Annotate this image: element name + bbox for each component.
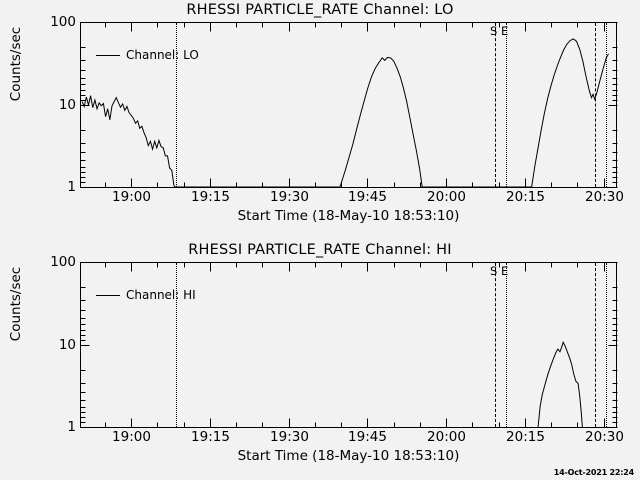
marker-dashed-start-lo bbox=[495, 23, 496, 187]
x-tick-label-2030: 20:30 bbox=[585, 189, 624, 205]
marker-label-e-lo: E bbox=[501, 24, 509, 38]
marker-dashed-2-lo bbox=[595, 23, 596, 187]
legend-label: Channel: LO bbox=[126, 48, 199, 62]
panel-channel-hi: RHESSI PARTICLE_RATE Channel: HI Counts/… bbox=[0, 240, 640, 480]
legend-channel-hi: Channel: HI bbox=[96, 288, 196, 302]
y-axis-title: Counts/sec bbox=[8, 266, 24, 342]
panel-channel-lo: RHESSI PARTICLE_RATE Channel: LO Counts/… bbox=[8, 2, 624, 224]
x-axis-title: Start Time (18-May-10 18:53:10) bbox=[237, 208, 460, 224]
x-axis-title: Start Time (18-May-10 18:53:10) bbox=[237, 448, 460, 464]
marker-dotted-2-hi bbox=[606, 263, 607, 427]
x-tick-label-2000: 20:00 bbox=[427, 189, 466, 205]
legend-label: Channel: HI bbox=[126, 288, 196, 302]
x-tick-label-1930: 19:30 bbox=[270, 189, 309, 205]
marker-dotted-1911-hi bbox=[176, 263, 177, 427]
y-tick-label-10: 10 bbox=[58, 97, 76, 113]
x-tick-label-2000: 20:00 bbox=[427, 429, 466, 445]
x-tick-label-1900: 19:00 bbox=[112, 429, 151, 445]
legend-line-swatch bbox=[96, 54, 120, 56]
marker-label-s-lo: S bbox=[490, 24, 498, 38]
y-tick-label-100: 100 bbox=[50, 254, 76, 270]
marker-label-s-hi: S bbox=[490, 264, 498, 278]
marker-dashed-2-hi bbox=[595, 263, 596, 427]
x-tick-label-1915: 19:15 bbox=[191, 189, 230, 205]
x-tick-label-2015: 20:15 bbox=[506, 189, 545, 205]
axis-ticks bbox=[80, 262, 618, 428]
marker-dotted-end-lo bbox=[506, 23, 507, 187]
page-title: RHESSI PARTICLE_RATE Channel: HI bbox=[188, 242, 452, 258]
x-tick-label-2015: 20:15 bbox=[506, 429, 545, 445]
page-title: RHESSI PARTICLE_RATE Channel: LO bbox=[186, 2, 454, 18]
x-tick-label-1945: 19:45 bbox=[348, 429, 387, 445]
y-tick-label-1: 1 bbox=[67, 419, 76, 435]
x-tick-label-1945: 19:45 bbox=[348, 189, 387, 205]
x-tick-label-2030: 20:30 bbox=[585, 429, 624, 445]
y-axis-title: Counts/sec bbox=[8, 26, 24, 102]
legend-line-swatch bbox=[96, 294, 120, 296]
render-timestamp: 14-Oct-2021 22:24 bbox=[553, 468, 634, 477]
y-tick-label-100: 100 bbox=[50, 14, 76, 30]
data-curve-hi bbox=[537, 340, 583, 427]
x-tick-label-1930: 19:30 bbox=[270, 429, 309, 445]
marker-dotted-end-hi bbox=[506, 263, 507, 427]
data-curve-lo bbox=[81, 38, 609, 187]
marker-dashed-start-hi bbox=[495, 263, 496, 427]
marker-dotted-1911-lo bbox=[176, 23, 177, 187]
x-tick-label-1915: 19:15 bbox=[191, 429, 230, 445]
data-curve-container-hi bbox=[81, 263, 616, 427]
x-tick-label-1900: 19:00 bbox=[112, 189, 151, 205]
y-tick-label-10: 10 bbox=[58, 337, 76, 353]
axis-ticks bbox=[80, 22, 618, 188]
marker-label-e-hi: E bbox=[501, 264, 509, 278]
marker-dotted-2-lo bbox=[606, 23, 607, 187]
legend-channel-lo: Channel: LO bbox=[96, 48, 199, 62]
y-tick-label-1: 1 bbox=[67, 179, 76, 195]
data-curve-container-lo bbox=[81, 23, 616, 187]
